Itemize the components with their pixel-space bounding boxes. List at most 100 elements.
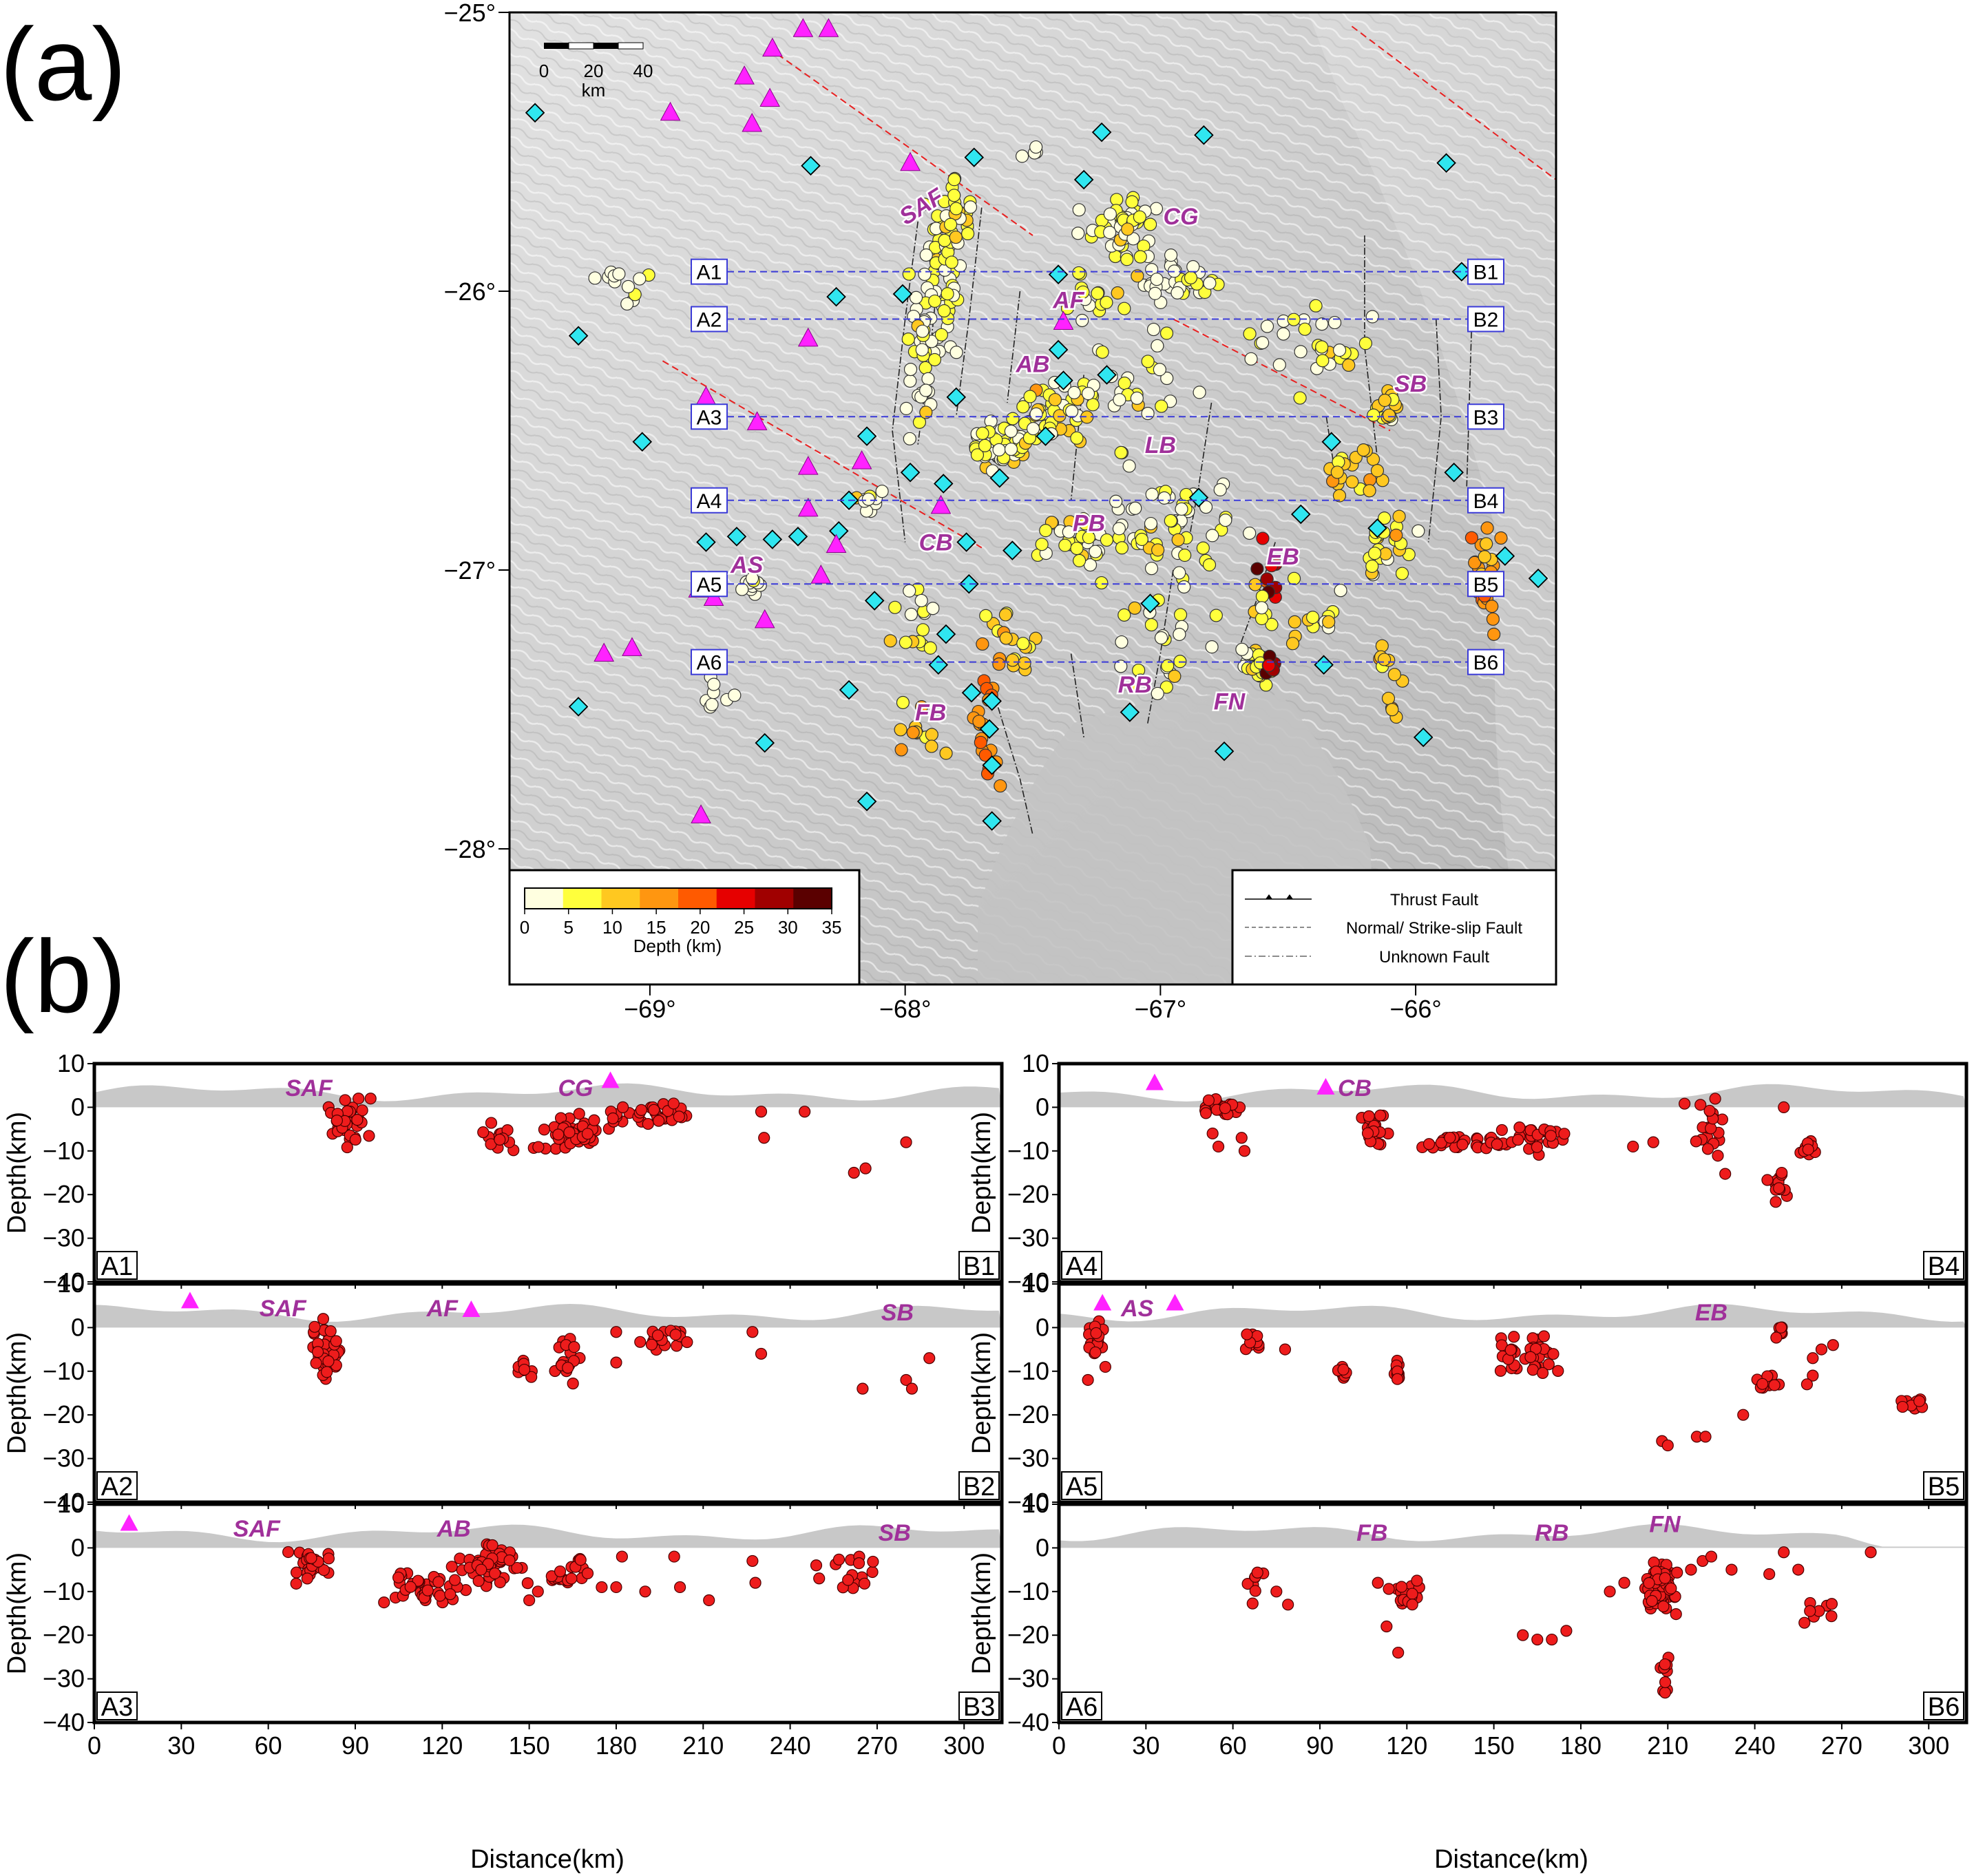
seismic-station-diamond: [1321, 432, 1342, 452]
colorbar-swatches: [524, 887, 832, 909]
seismic-station-diamond: [1140, 593, 1160, 613]
y-tick-label: 0: [1036, 1093, 1049, 1121]
earthquake-epicenter: [1378, 393, 1392, 408]
hypocenter: [532, 1141, 545, 1153]
hypocenter: [444, 1588, 456, 1601]
hypocenter: [1279, 1343, 1292, 1356]
hypocenter: [799, 1106, 811, 1118]
colorbar-swatch: [525, 888, 564, 909]
hypocenter: [755, 1106, 768, 1118]
x-tick-label: 270: [857, 1731, 898, 1760]
seismic-station-diamond: [755, 733, 775, 753]
feature-label: LB: [1145, 432, 1176, 459]
y-tick-label: −40: [43, 1708, 85, 1736]
hypocenter: [1241, 1577, 1254, 1590]
hypocenter: [290, 1577, 302, 1590]
seismic-station-diamond: [1290, 504, 1311, 525]
hypocenter: [1768, 1379, 1781, 1391]
section-start-box: [1061, 1691, 1102, 1720]
earthquake-epicenter: [1173, 608, 1188, 622]
section-start-box: [96, 1691, 138, 1720]
hypocenter: [330, 1115, 343, 1127]
earthquake-epicenter: [945, 255, 958, 269]
hypocenter: [1249, 1585, 1261, 1597]
earthquake-epicenter: [1070, 541, 1084, 556]
hypocenter: [635, 1104, 648, 1116]
earthquake-epicenter: [1255, 589, 1270, 603]
volcano-triangle: [762, 37, 783, 57]
regional-lineament: [1173, 318, 1391, 432]
colorbar-tick-label: 5: [563, 917, 573, 938]
earthquake-epicenter: [926, 602, 940, 615]
earthquake-epicenter: [1170, 286, 1184, 299]
hypocenter: [858, 1577, 871, 1590]
x-tick-label: 150: [509, 1731, 550, 1760]
volcano-triangle: [622, 637, 642, 656]
hypocenter: [1374, 1109, 1387, 1121]
hypocenter: [1422, 1138, 1436, 1150]
hypocenter: [1659, 1658, 1671, 1671]
earthquake-epicenter: [919, 383, 933, 397]
x-axis-title-right: Distance(km): [1434, 1845, 1588, 1874]
earthquake-epicenter: [1385, 703, 1399, 717]
y-tick-label: −40: [1007, 1708, 1049, 1736]
volcano-triangle: [792, 18, 814, 37]
scale-segment-3: [594, 43, 618, 49]
cross-section-A3-B3: SAF AB SB 10 0 −10 −20 −30 −40 Depth(km) 0 30 60 90 12…: [3, 1490, 1004, 1760]
legend-normal-fault: Normal/ Strike-slip Fault: [1346, 919, 1522, 938]
earthquake-epicenter: [1177, 580, 1191, 594]
earthquake-epicenter: [1494, 531, 1508, 545]
lat-tick-label: −27°: [444, 556, 496, 584]
hypocenter: [282, 1546, 295, 1559]
hypocenter: [392, 1571, 405, 1584]
hypocenter: [653, 1115, 665, 1127]
earthquake-epicenter: [947, 189, 961, 202]
profile-end-box: [1467, 258, 1504, 285]
hypocenter: [746, 1554, 759, 1568]
earthquake-epicenter: [1144, 516, 1158, 531]
earthquake-epicenter: [1381, 691, 1396, 706]
seismic-station-diamond: [696, 532, 716, 552]
hypocenter: [486, 1539, 498, 1552]
earthquake-epicenter: [1164, 514, 1177, 528]
hypocenter: [1773, 1182, 1785, 1194]
hypocenter: [1725, 1563, 1738, 1576]
hypocenter: [1544, 1130, 1557, 1142]
lon-tick-label: −67°: [1135, 995, 1186, 1023]
hypocenter: [573, 1108, 585, 1120]
earthquake-epicenter: [1375, 639, 1389, 653]
hypocenter: [1712, 1150, 1724, 1162]
x-tick-label: 90: [342, 1731, 369, 1760]
feature-label: FB: [915, 700, 946, 726]
hypocenter: [552, 1128, 565, 1141]
earthquake-epicenter: [1145, 487, 1159, 501]
x-tick-label: 60: [1219, 1731, 1247, 1760]
colorbar-tick-label: 0: [520, 917, 529, 938]
earthquake-epicenter: [1071, 226, 1085, 240]
earthquake-epicenter: [1213, 483, 1227, 496]
earthquake-epicenter: [925, 739, 938, 753]
y-tick-label: 10: [57, 1490, 85, 1518]
fault-trace: [1466, 319, 1473, 487]
fault-trace: [1070, 653, 1084, 738]
earthquake-epicenter: [1154, 631, 1168, 645]
earthquake-epicenter: [1111, 286, 1124, 300]
earthquake-epicenter: [1115, 541, 1129, 555]
earthquake-epicenter: [899, 635, 913, 649]
hypocenter: [321, 1366, 333, 1378]
seismic-station-diamond: [936, 624, 956, 644]
map-frame: [508, 11, 1557, 986]
hypocenter: [832, 1553, 846, 1566]
hypocenter: [588, 1114, 600, 1126]
hypocenter: [1825, 1610, 1838, 1623]
hypocenters: [1241, 1546, 1877, 1699]
section-start-box: [96, 1251, 138, 1280]
hypocenter: [532, 1585, 544, 1598]
hypocenter: [1804, 1605, 1816, 1617]
map-overlay: [525, 18, 1556, 835]
earthquake-epicenter: [1086, 398, 1100, 412]
earthquake-epicenter: [1117, 302, 1131, 315]
hypocenter: [1671, 1566, 1683, 1579]
topography-profile: [1059, 1084, 1966, 1108]
seismic-station-diamond: [900, 462, 921, 483]
